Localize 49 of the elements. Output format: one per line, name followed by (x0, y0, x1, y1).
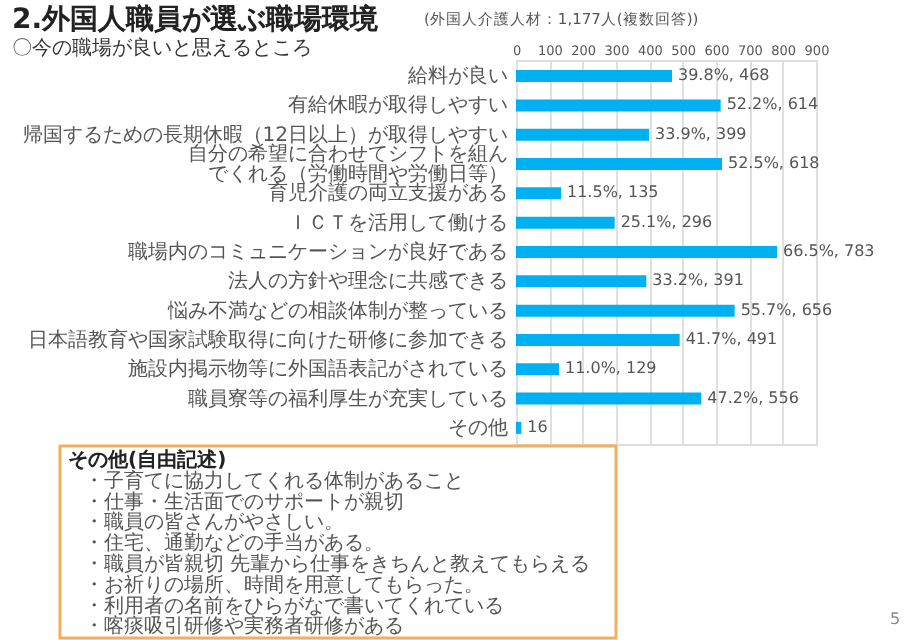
text: ・喀痰吸引研修や実務者研修がある (84, 614, 404, 639)
y-tick-label: その他 (448, 415, 508, 440)
bar (516, 304, 735, 317)
data-label: 55.7%, 656 (740, 300, 833, 319)
bar (516, 421, 522, 434)
text: ・住宅、通勤などの手当がある。 (84, 531, 384, 556)
bar (516, 158, 722, 171)
y-tick-label: 育児介護の両立支援がある (268, 181, 508, 206)
data-label: 11.5%, 135 (567, 183, 659, 202)
data-label: 39.8%, 468 (678, 66, 770, 85)
bar (516, 70, 672, 83)
data-label: 33.2%, 391 (652, 271, 744, 290)
text: ・職員の皆さんがやさしい。 (84, 510, 344, 535)
y-tick-label: 法人の方針や理念に共感できる (228, 269, 508, 294)
data-label: 66.5%, 783 (783, 242, 875, 260)
text: 〇今の職場が良いと思えるところ (12, 36, 312, 60)
data-label: 52.2%, 614 (726, 95, 819, 114)
text: ・お祈りの場所、時間を用意してもらった。 (84, 572, 484, 597)
data-label: 25.1%, 296 (620, 212, 713, 231)
data-label: 33.9%, 399 (655, 124, 747, 143)
y-tick-label: 職場内のコミュニケーションが良好である (128, 240, 508, 264)
bar (516, 392, 702, 405)
text: その他(自由記述) (68, 448, 227, 472)
text: ・子育てに協力してくれる体制があること (84, 468, 464, 493)
data-label: 16 (527, 417, 548, 436)
y-tick-label: 施設内掲示物等に外国語表記がされている (128, 357, 508, 382)
data-label: 52.5%, 618 (728, 154, 820, 173)
bar (516, 187, 561, 200)
y-tick-label: 悩み不満などの相談体制が整っている (166, 298, 508, 323)
text: 5 (890, 610, 901, 628)
text: ・利用者の名前をひらがなで書いてくれている (84, 593, 504, 618)
bar (516, 275, 647, 288)
y-tick-label: 職員寮等の福利厚生が充実している (188, 386, 508, 411)
text: ・職員が皆親切 先輩から仕事をきちんと教えてもらえる (84, 552, 591, 576)
data-label: 41.7%, 491 (685, 329, 778, 348)
data-label: 47.2%, 556 (707, 388, 799, 407)
bar (516, 128, 649, 141)
y-tick-label: 日本語教育や国家試験取得に向けた研修に参加できる (28, 327, 508, 352)
y-tick-label: 給料が良い (406, 64, 508, 89)
bar (516, 246, 777, 258)
bar (516, 216, 615, 229)
text: 2.外国人職員が選ぶ職場環境 (12, 2, 381, 36)
bar (516, 99, 721, 112)
data-label: 11.0%, 129 (565, 359, 657, 378)
y-tick-label: ＩＣＴを活用して働ける (288, 210, 508, 235)
bar (516, 363, 559, 376)
text: ・仕事・生活面でのサポートが親切 (84, 489, 404, 514)
bar (516, 333, 680, 346)
y-tick-label: 有給休暇が取得しやすい (288, 93, 508, 118)
